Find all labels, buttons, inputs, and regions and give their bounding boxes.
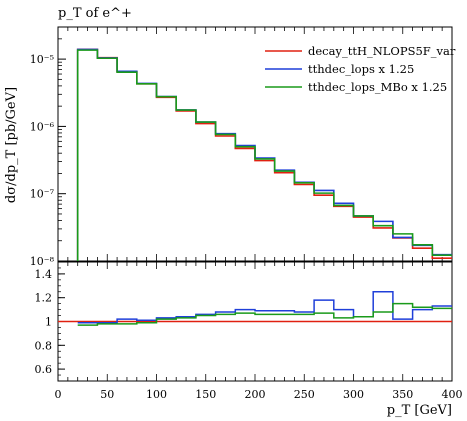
ratio-ytick-label: 0.8 bbox=[35, 339, 53, 352]
xtick-label: 250 bbox=[294, 388, 315, 401]
ratio-line-1 bbox=[77, 291, 452, 324]
xtick-label: 100 bbox=[146, 388, 167, 401]
xtick-label: 150 bbox=[195, 388, 216, 401]
legend: decay_ttH_NLOPS5F_var tthdec_lops x 1.25… bbox=[265, 44, 456, 94]
xtick-label: 300 bbox=[343, 388, 364, 401]
main-ytick-label: 10⁻⁸ bbox=[30, 255, 55, 268]
xtick-label: 200 bbox=[245, 388, 266, 401]
legend-label-0: decay_ttH_NLOPS5F_var bbox=[308, 44, 456, 58]
x-axis-label: p_T [GeV] bbox=[387, 403, 452, 418]
xtick-label: 0 bbox=[55, 388, 62, 401]
y-axis-label: dσ/dp_T [pb/GeV] bbox=[4, 87, 19, 203]
ratio-line-2 bbox=[77, 302, 452, 326]
ratio-ytick-label: 1 bbox=[45, 316, 52, 329]
ratio-ytick-label: 0.6 bbox=[35, 363, 53, 376]
xtick-label: 350 bbox=[392, 388, 413, 401]
main-ytick-label: 10⁻⁶ bbox=[30, 120, 55, 133]
main-ytick-label: 10⁻⁵ bbox=[30, 53, 54, 66]
chart-title: p_T of e^+ bbox=[58, 6, 132, 21]
xtick-label: 50 bbox=[100, 388, 114, 401]
legend-label-1: tthdec_lops x 1.25 bbox=[308, 62, 414, 76]
main-ytick-label: 10⁻⁷ bbox=[30, 188, 55, 201]
legend-label-2: tthdec_lops_MBo x 1.25 bbox=[308, 80, 447, 94]
xtick-label: 400 bbox=[442, 388, 463, 401]
ratio-ytick-label: 1.2 bbox=[35, 292, 53, 305]
ratio-ytick-label: 1.4 bbox=[35, 268, 53, 281]
series-line-2 bbox=[76, 49, 452, 261]
